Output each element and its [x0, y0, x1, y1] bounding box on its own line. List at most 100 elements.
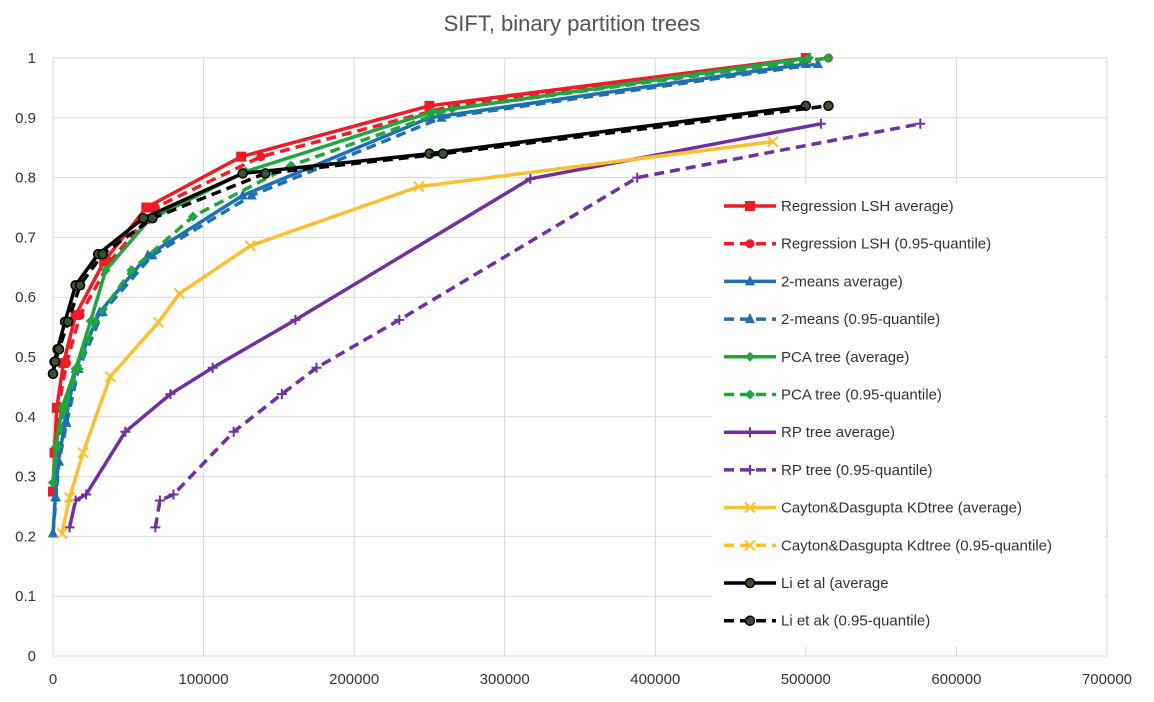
data-point — [767, 136, 779, 148]
data-point — [56, 527, 68, 540]
data-point — [150, 522, 161, 533]
y-tick-label: 0.2 — [15, 528, 36, 545]
series-line — [51, 62, 807, 534]
legend-marker — [745, 464, 755, 475]
data-point — [150, 203, 160, 212]
legend-item: Regression LSH (0.95-quantile) — [724, 236, 991, 253]
x-tick-label: 0 — [49, 671, 57, 688]
data-point — [51, 491, 62, 502]
legend-label: Regression LSH (0.95-quantile) — [781, 236, 991, 253]
data-point — [237, 168, 248, 179]
data-point — [915, 118, 926, 129]
legend-item: RP tree (0.95-quantile) — [724, 462, 932, 479]
data-point — [823, 53, 834, 63]
series-line — [51, 62, 819, 534]
legend-marker — [745, 351, 755, 362]
legend-item: Cayton&Dasgupta KDtree (average) — [724, 500, 1022, 517]
series-11 — [47, 100, 834, 379]
data-point — [97, 248, 108, 260]
legend-label: Regression LSH average) — [781, 198, 954, 215]
x-tick-label: 700000 — [1082, 671, 1132, 688]
x-tick-label: 200000 — [329, 671, 379, 688]
x-tick-label: 600000 — [931, 671, 981, 688]
data-point — [436, 111, 447, 122]
series-5 — [48, 53, 834, 488]
y-tick-label: 0.4 — [15, 409, 36, 426]
legend-item: 2-means (0.95-quantile) — [724, 311, 940, 328]
data-point — [77, 446, 89, 459]
data-point — [104, 371, 116, 383]
y-tick-label: 0.3 — [15, 469, 36, 486]
data-point — [53, 343, 65, 355]
series-6 — [64, 118, 826, 533]
data-point — [74, 279, 86, 291]
legend-label: Cayton&Dasgupta KDtree (average) — [781, 500, 1022, 517]
series-line — [51, 56, 829, 492]
series-8 — [56, 136, 779, 540]
legend-marker — [745, 239, 755, 249]
chart-title: SIFT, binary partition trees — [444, 11, 701, 36]
legend-item: Li et ak (0.95-quantile) — [724, 613, 930, 630]
data-point — [394, 314, 405, 325]
series-line — [51, 56, 810, 483]
data-point — [61, 416, 72, 427]
data-point — [154, 495, 165, 506]
legend-marker — [745, 275, 755, 286]
legend-label: RP tree (0.95-quantile) — [781, 462, 932, 479]
data-point — [276, 389, 287, 400]
legend-marker — [744, 615, 756, 626]
legend-marker — [745, 313, 755, 324]
data-point — [207, 362, 218, 373]
y-tick-label: 0.6 — [15, 289, 36, 306]
data-point — [120, 426, 131, 437]
legend-label: Li et al (average — [781, 575, 889, 592]
data-point — [81, 489, 92, 500]
data-point — [60, 402, 71, 413]
legend-label: Cayton&Dasgupta Kdtree (0.95-quantile) — [781, 537, 1052, 554]
data-point — [437, 148, 449, 159]
data-point — [62, 316, 74, 327]
legend-marker — [744, 577, 756, 589]
legend-marker — [745, 201, 755, 211]
legend-item: PCA tree (0.95-quantile) — [724, 387, 942, 404]
legend-label: PCA tree (average) — [781, 349, 909, 366]
data-point — [99, 256, 110, 267]
y-tick-label: 0.1 — [15, 588, 36, 605]
legend-marker — [744, 539, 756, 552]
data-point — [236, 151, 247, 162]
series-line — [153, 122, 921, 528]
legend-background — [712, 184, 1104, 646]
legend: Regression LSH average) Regression LSH (0… — [712, 184, 1104, 646]
data-point — [70, 310, 81, 321]
legend-label: 2-means (0.95-quantile) — [781, 311, 940, 328]
legend-item: Li et al (average — [724, 575, 889, 592]
legend-marker — [745, 427, 755, 438]
data-point — [815, 118, 826, 129]
data-point — [147, 213, 158, 224]
data-point — [188, 211, 199, 222]
data-point — [256, 152, 266, 162]
y-tick-label: 0 — [28, 648, 36, 665]
legend-label: RP tree average) — [781, 424, 895, 441]
data-point — [48, 527, 58, 538]
legend-label: 2-means average) — [781, 273, 903, 290]
data-point — [47, 368, 59, 379]
data-point — [173, 287, 186, 300]
legend-item: PCA tree (average) — [724, 349, 909, 366]
data-point — [632, 172, 643, 183]
data-point — [168, 489, 179, 500]
x-tick-label: 300000 — [480, 671, 530, 688]
y-tick-label: 0.8 — [15, 170, 36, 187]
data-point — [48, 477, 58, 488]
x-tick-label: 400000 — [630, 671, 680, 688]
data-point — [62, 358, 72, 368]
data-point — [228, 426, 239, 437]
data-point — [100, 265, 111, 276]
legend-item: Cayton&Dasgupta Kdtree (0.95-quantile) — [724, 537, 1052, 554]
data-point — [75, 310, 85, 320]
data-point — [525, 173, 536, 184]
legend-item: RP tree average) — [724, 424, 895, 441]
data-point — [152, 316, 165, 329]
